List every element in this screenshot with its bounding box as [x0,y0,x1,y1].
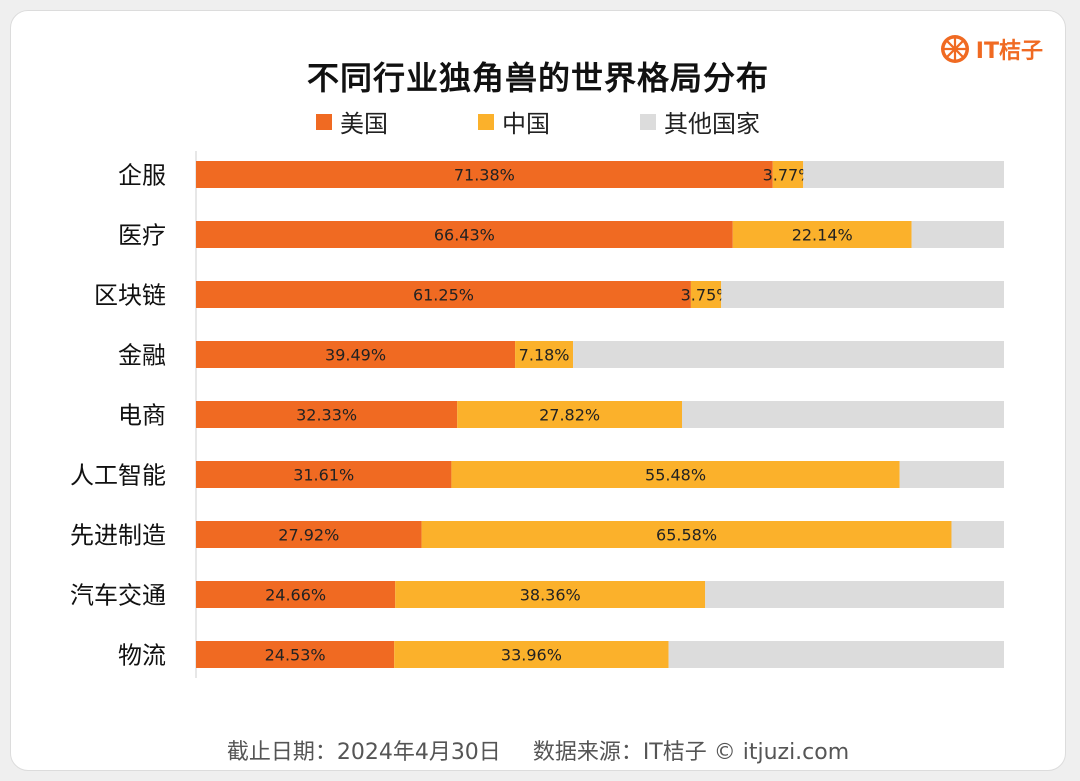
legend-label-us: 美国 [340,110,388,138]
category-label: 汽车交通 [70,582,166,610]
chart-legend: 美国 中国 其他国家 [11,104,1065,139]
chart-title: 不同行业独角兽的世界格局分布 [306,59,769,97]
bar-segment-china [457,401,683,428]
data-label-us: 39.49% [325,346,386,365]
bar-segment-china [690,281,722,308]
chart-card: 不同行业独角兽的世界格局分布 IT桔子 美国 中国 其他国家 [10,10,1066,771]
category-label: 企服 [118,162,166,190]
stacked-bar-chart: 企服 71.38% 3.77% 医疗 66.43% 22.14% 区块链 61.25% 3.75… [70,151,1004,678]
legend-item-other: 其他国家 [640,104,760,139]
category-label: 先进制造 [70,522,166,550]
data-label-china: 65.58% [656,526,717,545]
category-label: 医疗 [118,222,166,250]
bar-segment-other [573,341,1004,368]
legend-swatch-china [478,113,494,130]
footer: 截止日期：2024年4月30日 数据来源：IT桔子 © itjuzi.com [11,734,1065,766]
bar-segment-other [668,641,1004,668]
bar-segment-other [951,521,1004,548]
data-label-us: 24.66% [265,586,326,605]
bar-segment-other [911,221,1004,248]
data-label-china: 3.77% [763,166,814,185]
footer-date: 截止日期：2024年4月30日 [226,740,501,765]
data-label-china: 22.14% [792,226,853,245]
bar-segment-us [196,401,458,428]
bar-segment-china [395,581,706,608]
bar-segment-other [803,161,1004,188]
data-label-us: 32.33% [296,406,357,425]
bar-segment-china [451,461,900,488]
data-label-us: 61.25% [413,286,474,305]
bar-segment-china [515,341,574,368]
legend-swatch-other [640,113,656,130]
bar-segment-other [705,581,1004,608]
data-label-us: 27.92% [278,526,339,545]
legend-label-china: 中国 [502,110,550,138]
bar-segment-us [196,281,691,308]
category-label: 物流 [118,642,166,670]
brand-logo: IT桔子 [940,33,1043,65]
legend-label-other: 其他国家 [664,110,760,138]
category-label: 区块链 [94,282,166,310]
data-label-china: 7.18% [519,346,570,365]
brand-name: IT桔子 [975,39,1043,64]
category-label: 电商 [118,402,166,430]
data-label-china: 27.82% [539,406,600,425]
data-label-us: 66.43% [434,226,495,245]
data-label-us: 31.61% [293,466,354,485]
data-label-us: 71.38% [454,166,515,185]
data-label-china: 3.75% [681,286,732,305]
bar-segment-other [899,461,1004,488]
legend-swatch-us [316,113,332,130]
category-label: 人工智能 [70,462,166,490]
bar-segment-us [196,221,733,248]
bar-segment-other [721,281,1004,308]
bar-segment-china [421,521,952,548]
legend-item-us: 美国 [316,104,388,139]
bar-segment-us [196,641,395,668]
data-label-us: 24.53% [265,646,326,665]
bar-segment-us [196,521,422,548]
orange-slice-icon [940,35,969,63]
data-label-china: 38.36% [520,586,581,605]
bar-segment-us [196,581,396,608]
bar-segment-china [772,161,804,188]
legend-item-china: 中国 [478,104,550,139]
bar-segment-us [196,461,452,488]
bar-segment-china [394,641,669,668]
bar-segment-us [196,341,516,368]
bar-segment-other [682,401,1004,428]
bar-segment-us [196,161,773,188]
bar-segment-china [732,221,912,248]
footer-source: 数据来源：IT桔子 © itjuzi.com [532,740,850,765]
data-label-china: 33.96% [501,646,562,665]
category-label: 金融 [118,342,166,370]
data-label-china: 55.48% [645,466,706,485]
